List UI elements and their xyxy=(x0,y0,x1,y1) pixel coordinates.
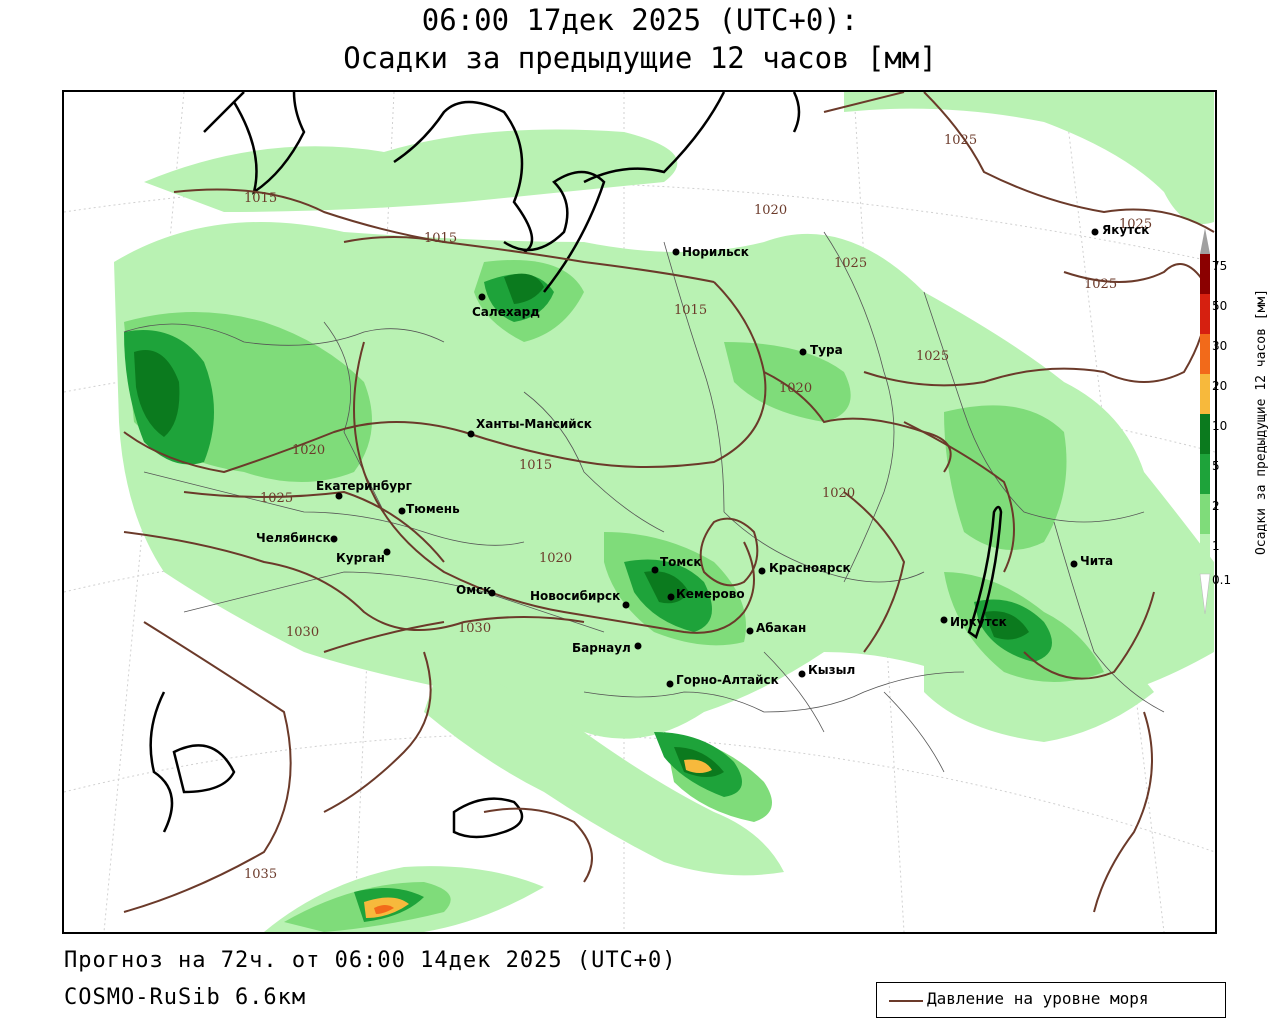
city-dot xyxy=(940,616,948,624)
isobar-label: 1020 xyxy=(754,203,787,218)
precipitation-colorbar: 75 50 30 20 10 5 2 1 0.1 Осадки за преды… xyxy=(1199,228,1269,615)
isobar-legend: Давление на уровне моря xyxy=(876,982,1226,1018)
colorbar-swatch-1-2 xyxy=(1200,494,1210,534)
city-dot xyxy=(622,601,630,609)
city-label: Иркутск xyxy=(950,615,1007,629)
legend-line-sample xyxy=(889,1000,923,1002)
isobar-label: 1020 xyxy=(822,486,855,501)
city-label: Кызыл xyxy=(808,663,855,677)
colorbar-below xyxy=(1199,573,1211,615)
city-dot xyxy=(799,348,807,356)
city-label: Якутск xyxy=(1102,223,1149,237)
city-dot xyxy=(488,589,496,597)
city-label: Горно-Алтайск xyxy=(676,673,779,687)
city-label: Новосибирск xyxy=(530,589,620,603)
map-title-line1: 06:00 17дек 2025 (UTC+0): xyxy=(421,3,859,37)
city-dot xyxy=(1070,560,1078,568)
city-dot xyxy=(467,430,475,438)
isobar-label: 1035 xyxy=(244,867,277,882)
city-dot xyxy=(798,670,806,678)
isobar-label: 1015 xyxy=(519,458,552,473)
model-name: COSMO-RuSib 6.6км xyxy=(64,985,307,1010)
isobar-label: 1020 xyxy=(539,551,572,566)
city-label: Омск xyxy=(456,583,491,597)
coastlines xyxy=(149,92,1003,839)
city-dot xyxy=(758,567,766,575)
isobar-label: 1015 xyxy=(244,191,277,206)
isobar-label: 1025 xyxy=(834,256,867,271)
colorbar-title: Осадки за предыдущие 12 часов [мм] xyxy=(1254,289,1269,555)
city-label: Норильск xyxy=(682,245,749,259)
city-dot xyxy=(383,548,391,556)
colorbar-tick: 50 xyxy=(1212,299,1227,313)
isobar-labels: 1015 1015 1015 1015 1020 1020 1020 1020 … xyxy=(244,133,1152,882)
colorbar-above xyxy=(1200,228,1210,254)
isobar-label: 1025 xyxy=(1119,217,1152,232)
city-markers: Норильск Салехард Тура Якутск Ханты-Манс… xyxy=(256,223,1149,688)
colorbar-tick: 30 xyxy=(1212,339,1227,353)
colorbar-tick: 20 xyxy=(1212,379,1227,393)
isobars xyxy=(123,92,1215,913)
colorbar-swatch-50-75 xyxy=(1200,254,1210,294)
precip-0.1-1-area xyxy=(114,92,1214,932)
city-dot xyxy=(398,507,406,515)
city-dot xyxy=(672,248,680,256)
colorbar-swatch-30-50 xyxy=(1200,294,1210,334)
isobar-label: 1015 xyxy=(424,231,457,246)
city-dot xyxy=(478,293,486,301)
city-label: Салехард xyxy=(472,305,540,319)
colorbar-swatch-0.1-1 xyxy=(1200,534,1210,574)
colorbar-tick: 1 xyxy=(1212,539,1220,553)
borders xyxy=(123,231,1165,773)
isobar-label: 1015 xyxy=(674,303,707,318)
city-dot xyxy=(746,627,754,635)
isobar-label: 1025 xyxy=(916,349,949,364)
isobar-label: 1020 xyxy=(779,381,812,396)
city-label: Тюмень xyxy=(406,502,460,516)
colorbar-swatch-10-20 xyxy=(1200,374,1210,414)
city-label: Тура xyxy=(810,343,843,357)
map-title-line2: Осадки за предыдущие 12 часов [мм] xyxy=(343,41,937,75)
city-dot xyxy=(330,535,338,543)
isobar-label: 1025 xyxy=(260,491,293,506)
city-dot xyxy=(667,593,675,601)
city-label: Томск xyxy=(660,555,702,569)
city-dot xyxy=(651,566,659,574)
isobar-label: 1030 xyxy=(458,621,491,636)
isobar-label: 1025 xyxy=(1084,277,1117,292)
precip-10-plus-area xyxy=(364,759,712,918)
city-label: Красноярск xyxy=(769,561,851,575)
colorbar-swatch-2-5 xyxy=(1200,454,1210,494)
city-dot xyxy=(335,492,343,500)
colorbar-tick: 2 xyxy=(1212,499,1220,513)
precipitation-map: 1015 1015 1015 1015 1020 1020 1020 1020 … xyxy=(62,90,1217,934)
city-label: Курган xyxy=(336,551,385,565)
legend-label: Давление на уровне моря xyxy=(927,989,1149,1008)
city-label: Барнаул xyxy=(572,641,631,655)
city-label: Челябинск xyxy=(256,531,331,545)
colorbar-tick: 0.1 xyxy=(1212,573,1231,587)
city-label: Абакан xyxy=(756,621,806,635)
city-label: Екатеринбург xyxy=(316,479,412,493)
city-label: Кемерово xyxy=(676,587,745,601)
isobar-label: 1030 xyxy=(286,625,319,640)
city-label: Ханты-Мансийск xyxy=(476,417,592,431)
forecast-info: Прогноз на 72ч. от 06:00 14дек 2025 (UTC… xyxy=(64,948,677,973)
city-dot xyxy=(1091,228,1099,236)
city-label: Чита xyxy=(1080,554,1113,568)
colorbar-swatch-20-30 xyxy=(1200,334,1210,374)
colorbar-tick: 5 xyxy=(1212,459,1220,473)
colorbar-swatch-5-10 xyxy=(1200,414,1210,454)
isobar-label: 1025 xyxy=(944,133,977,148)
city-dot xyxy=(666,680,674,688)
colorbar-tick: 10 xyxy=(1212,419,1227,433)
city-dot xyxy=(634,642,642,650)
colorbar-tick: 75 xyxy=(1212,259,1227,273)
isobar-label: 1020 xyxy=(292,443,325,458)
